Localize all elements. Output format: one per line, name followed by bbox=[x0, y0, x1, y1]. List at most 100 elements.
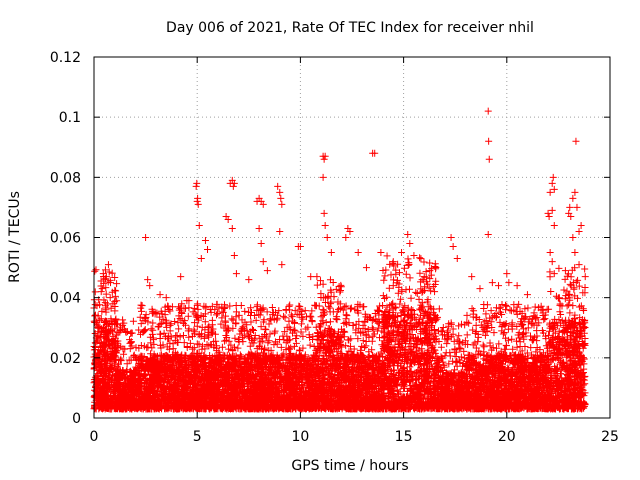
roti-point bbox=[488, 279, 496, 287]
x-tick-label: 25 bbox=[601, 429, 619, 445]
roti-point bbox=[257, 240, 265, 248]
roti-point bbox=[567, 212, 575, 220]
roti-point bbox=[177, 273, 185, 281]
roti-point bbox=[484, 107, 492, 115]
roti-point bbox=[232, 270, 240, 278]
roti-point bbox=[449, 243, 457, 251]
roti-point bbox=[485, 155, 493, 163]
roti-point bbox=[468, 273, 476, 281]
roti-point bbox=[404, 230, 412, 238]
data-points bbox=[90, 107, 589, 413]
chart-title: Day 006 of 2021, Rate Of TEC Index for r… bbox=[166, 20, 534, 36]
roti-point bbox=[321, 152, 329, 160]
roti-point bbox=[571, 249, 579, 257]
roti-point bbox=[410, 252, 418, 260]
roti-point bbox=[513, 282, 521, 290]
roti-point bbox=[228, 224, 236, 232]
roti-point bbox=[185, 297, 193, 305]
roti-point bbox=[548, 179, 556, 187]
roti-point bbox=[550, 221, 558, 229]
roti-point bbox=[327, 249, 335, 257]
y-tick-label: 0 bbox=[72, 411, 81, 427]
roti-point bbox=[296, 243, 304, 251]
x-tick-label: 15 bbox=[395, 429, 413, 445]
roti-point bbox=[162, 294, 170, 302]
roti-point bbox=[546, 188, 554, 196]
roti-point bbox=[377, 249, 385, 257]
roti-point bbox=[495, 282, 503, 290]
roti-point bbox=[156, 291, 164, 299]
roti-point bbox=[577, 221, 585, 229]
x-tick-label: 0 bbox=[90, 429, 99, 445]
roti-point bbox=[276, 188, 284, 196]
roti-point bbox=[575, 227, 583, 235]
roti-point bbox=[581, 273, 589, 281]
roti-point bbox=[197, 255, 205, 263]
roti-point bbox=[476, 285, 484, 293]
roti-point bbox=[278, 261, 286, 269]
x-tick-label: 10 bbox=[291, 429, 309, 445]
roti-point bbox=[447, 234, 455, 241]
roti-point bbox=[204, 246, 212, 254]
roti-point bbox=[569, 194, 577, 202]
y-tick-label: 0.1 bbox=[59, 110, 81, 126]
roti-point bbox=[255, 224, 263, 232]
roti-point bbox=[550, 185, 558, 193]
roti-point bbox=[354, 249, 362, 257]
roti-point bbox=[99, 270, 107, 278]
roti-point bbox=[230, 252, 238, 260]
roti-point bbox=[278, 200, 286, 208]
y-axis-tick-labels: 0 0.02 0.04 0.06 0.08 0.1 0.12 bbox=[50, 50, 81, 427]
roti-point bbox=[323, 234, 331, 241]
roti-point bbox=[102, 273, 110, 281]
roti-point bbox=[274, 182, 282, 190]
roti-point bbox=[362, 264, 370, 272]
roti-point bbox=[307, 273, 315, 281]
roti-point bbox=[224, 215, 232, 223]
roti-point bbox=[194, 194, 202, 202]
roti-point bbox=[192, 182, 200, 190]
y-tick-label: 0.02 bbox=[50, 351, 81, 367]
roti-point bbox=[259, 258, 267, 266]
roti-point bbox=[550, 270, 558, 278]
roti-point bbox=[201, 237, 209, 245]
roti-point bbox=[485, 137, 493, 145]
roti-point bbox=[548, 206, 556, 214]
roti-point bbox=[406, 240, 414, 248]
roti-point bbox=[572, 137, 580, 145]
roti-point bbox=[319, 173, 327, 181]
roti-point bbox=[420, 273, 428, 281]
roti-point bbox=[523, 291, 531, 299]
roti-point bbox=[505, 279, 513, 287]
roti-point bbox=[573, 203, 581, 211]
roti-point bbox=[109, 339, 117, 347]
roti-point bbox=[453, 255, 461, 263]
roti-point bbox=[545, 212, 553, 220]
roti-point bbox=[146, 282, 154, 290]
roti-point bbox=[107, 279, 115, 287]
roti-point bbox=[431, 288, 439, 296]
roti-point bbox=[111, 348, 119, 356]
y-tick-label: 0.08 bbox=[50, 170, 81, 186]
x-axis-title: GPS time / hours bbox=[291, 458, 408, 474]
roti-point bbox=[575, 261, 583, 269]
y-tick-label: 0.12 bbox=[50, 50, 81, 66]
roti-point bbox=[98, 285, 106, 293]
roti-point bbox=[548, 258, 556, 266]
roti-point bbox=[398, 249, 406, 257]
roti-point bbox=[263, 267, 271, 275]
roti-point bbox=[503, 270, 511, 278]
roti-point bbox=[544, 209, 552, 217]
roti-point bbox=[144, 276, 152, 284]
roti-point bbox=[230, 179, 238, 187]
roti-point bbox=[321, 221, 329, 229]
roti-point bbox=[104, 261, 112, 269]
roti-point bbox=[342, 234, 350, 241]
roti-point bbox=[245, 276, 253, 284]
roti-point bbox=[142, 234, 150, 241]
x-tick-label: 5 bbox=[193, 429, 202, 445]
roti-point bbox=[229, 182, 237, 190]
roti-point bbox=[194, 200, 202, 208]
roti-point bbox=[93, 321, 101, 329]
roti-point bbox=[389, 258, 397, 266]
